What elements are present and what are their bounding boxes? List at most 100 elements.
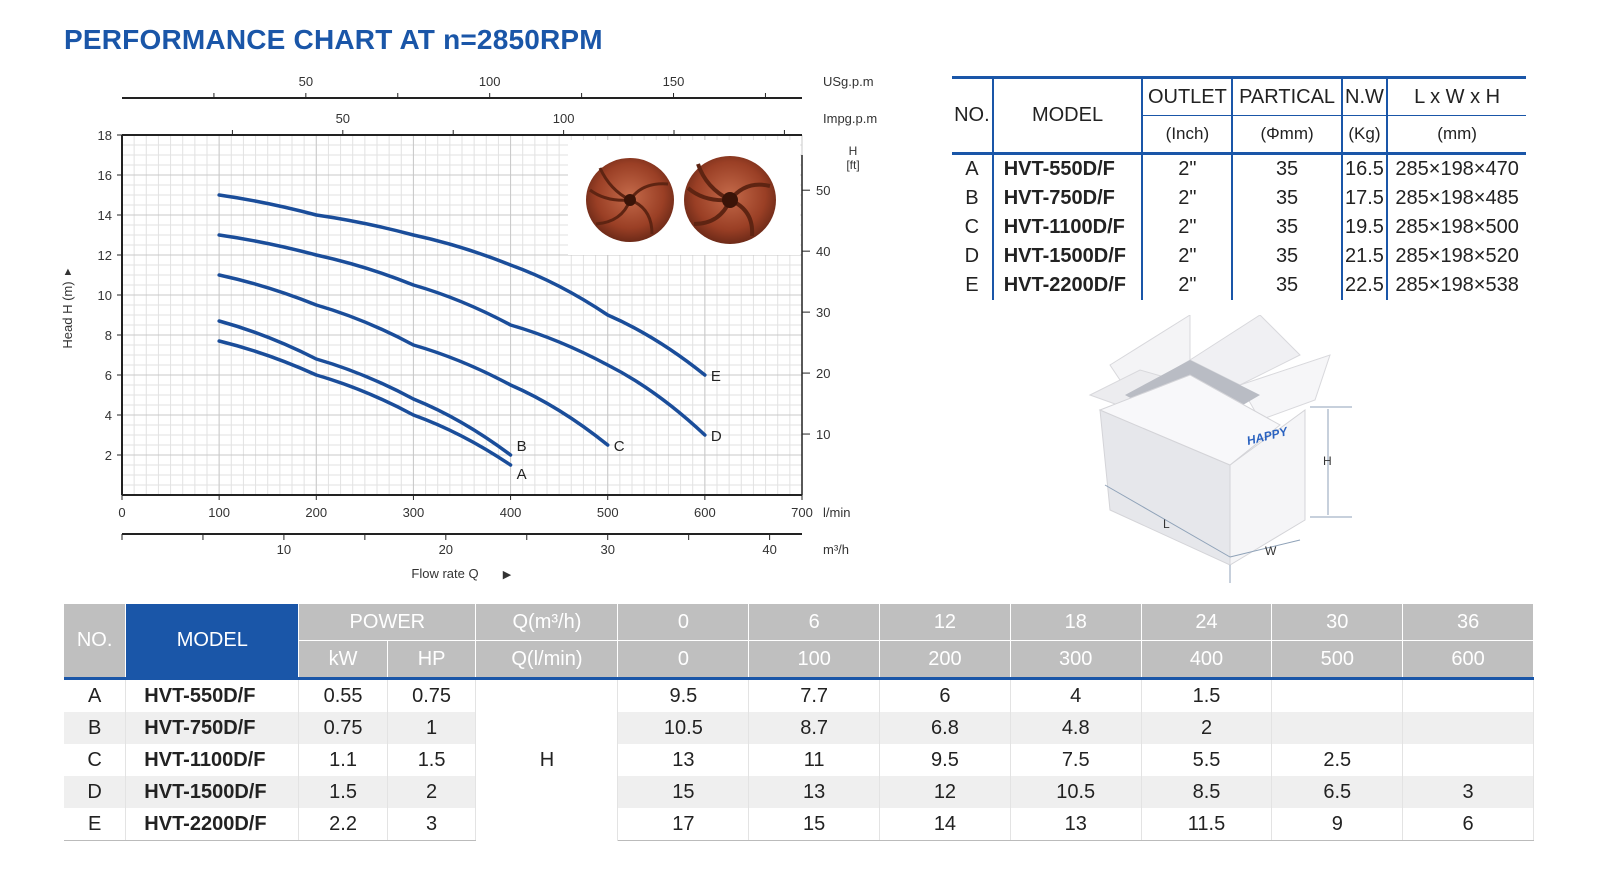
- row-model: HVT-1100D/F: [125, 744, 300, 776]
- series-curve-e: [217, 193, 707, 377]
- spec-no: B: [965, 187, 979, 209]
- row-no: E: [64, 808, 127, 841]
- q-m3h-cell: 36: [1402, 604, 1534, 641]
- q-lmin-cell: 500: [1271, 640, 1404, 679]
- spec-partical: 35: [1231, 271, 1342, 300]
- y-tick-label: 14: [98, 208, 112, 223]
- h-cell: [1271, 712, 1404, 744]
- h-cell: 6.8: [879, 712, 1011, 744]
- y-tick-label: 4: [105, 408, 112, 423]
- performance-data-table: NO. MODEL POWER Q(m³/h) 0 6 12 18 24 30 …: [64, 604, 1534, 841]
- x-axis-arrow-icon: ▶: [503, 569, 512, 581]
- top-axis-usgpm-label: 150: [663, 74, 685, 89]
- spec-dim: 285×198×538: [1386, 271, 1526, 300]
- series-label: C: [614, 438, 625, 455]
- spec-nw: 19.5: [1340, 213, 1388, 242]
- head-kw: kW: [298, 640, 388, 679]
- spec-outlet: 2": [1141, 271, 1233, 300]
- head-hp: HP: [387, 640, 477, 679]
- h-cell: 13: [1010, 808, 1142, 841]
- spec-row: E HVT-2200D/F 2" 35 22.5 285×198×538: [952, 271, 1526, 300]
- head-no: NO.: [64, 604, 127, 679]
- h-cell: 7.5: [1010, 744, 1142, 776]
- x-tick-label: 700: [791, 505, 813, 520]
- row-model: HVT-750D/F: [125, 712, 300, 744]
- right-axis-label: 40: [816, 244, 830, 259]
- spec-no: C: [964, 216, 980, 238]
- h-cell: 1.5: [1141, 678, 1273, 712]
- h-cell: 8.5: [1141, 776, 1273, 808]
- head-q-lmin: Q(l/min): [475, 640, 619, 679]
- x-tick-label: 200: [305, 505, 327, 520]
- spec-unit-inch: (Inch): [1141, 115, 1233, 155]
- row-model: HVT-550D/F: [125, 678, 300, 712]
- spec-row: C HVT-1100D/F 2" 35 19.5 285×198×500: [952, 213, 1526, 242]
- row-kw: 2.2: [298, 808, 388, 841]
- h-cell: 15: [748, 808, 881, 841]
- series-curve-b: [217, 319, 513, 457]
- h-cell: [1402, 744, 1534, 776]
- h-cell: 3: [1402, 776, 1534, 808]
- spec-outlet: 2": [1141, 213, 1233, 242]
- right-axis-label: 10: [816, 427, 830, 442]
- spec-head-partical: PARTICAL: [1231, 76, 1342, 116]
- spec-unit-dim-mm: (mm): [1386, 115, 1526, 155]
- impeller-image: [586, 156, 776, 244]
- y-tick-label: 2: [105, 448, 112, 463]
- right-axis-label: 30: [816, 305, 830, 320]
- row-no: B: [64, 712, 127, 744]
- spec-model: HVT-550D/F: [991, 153, 1143, 184]
- spec-nw: 17.5: [1340, 184, 1388, 213]
- x-tick-label: 500: [597, 505, 619, 520]
- spec-model: HVT-750D/F: [991, 184, 1143, 213]
- y-tick-label: 12: [98, 248, 112, 263]
- q-lmin-cell: 200: [879, 640, 1011, 679]
- right-axis-label: 50: [816, 183, 830, 198]
- y-axis-arrow-icon: ▲: [63, 266, 74, 278]
- h-cell: 4: [1010, 678, 1142, 712]
- series-curve-d: [217, 233, 707, 437]
- head-q-m3h: Q(m³/h): [475, 604, 619, 641]
- spec-no: D: [964, 245, 980, 267]
- y-axis-title: Head H (m): [60, 281, 75, 348]
- spec-head-nw: N.W: [1340, 76, 1388, 116]
- h-cell: 9.5: [617, 678, 750, 712]
- right-axis-label: 20: [816, 366, 830, 381]
- q-lmin-cell: 600: [1402, 640, 1534, 679]
- spec-head-model: MODEL: [991, 76, 1143, 155]
- h-cell: [1402, 678, 1534, 712]
- q-lmin-cell: 400: [1141, 640, 1273, 679]
- q-lmin-cell: 0: [617, 640, 750, 679]
- table-row: E HVT-2200D/F 2.2 3 17 15 14 13 11.5 9 6: [64, 808, 1534, 841]
- row-kw: 1.1: [298, 744, 388, 776]
- y-tick-label: 6: [105, 368, 112, 383]
- h-cell: 2.5: [1271, 744, 1404, 776]
- series-curve-c: [217, 273, 610, 447]
- q-lmin-cell: 300: [1010, 640, 1142, 679]
- q-m3h-cell: 6: [748, 604, 881, 641]
- row-kw: 0.55: [298, 678, 388, 712]
- row-hp: 3: [387, 808, 477, 841]
- q-m3h-cell: 30: [1271, 604, 1404, 641]
- top-axis-usgpm-label: 100: [479, 74, 501, 89]
- spec-partical: 35: [1231, 242, 1342, 271]
- row-kw: 1.5: [298, 776, 388, 808]
- bottom-axis-m3h-unit: m³/h: [823, 542, 849, 557]
- spec-head-outlet: OUTLET: [1141, 76, 1233, 116]
- h-cell: [1271, 678, 1404, 712]
- spec-dim: 285×198×520: [1386, 242, 1526, 271]
- spec-dim: 285×198×485: [1386, 184, 1526, 213]
- h-cell: 15: [617, 776, 750, 808]
- table-row: A HVT-550D/F 0.55 0.75 H 9.5 7.7 6 4 1.5: [64, 678, 1534, 841]
- h-cell: 9: [1271, 808, 1404, 841]
- series-label: E: [711, 368, 721, 385]
- bottom-axis-m3h-label: 10: [277, 542, 291, 557]
- series-label: B: [517, 438, 527, 455]
- q-m3h-cell: 0: [617, 604, 750, 641]
- box-label-h: H: [1323, 454, 1332, 468]
- spec-model: HVT-1100D/F: [991, 213, 1143, 242]
- row-hp: 1: [387, 712, 477, 744]
- spec-outlet: 2": [1141, 242, 1233, 271]
- top-axis-usgpm-unit: USg.p.m: [823, 74, 874, 89]
- spec-row: A HVT-550D/F 2" 35 16.5 285×198×470: [952, 153, 1526, 184]
